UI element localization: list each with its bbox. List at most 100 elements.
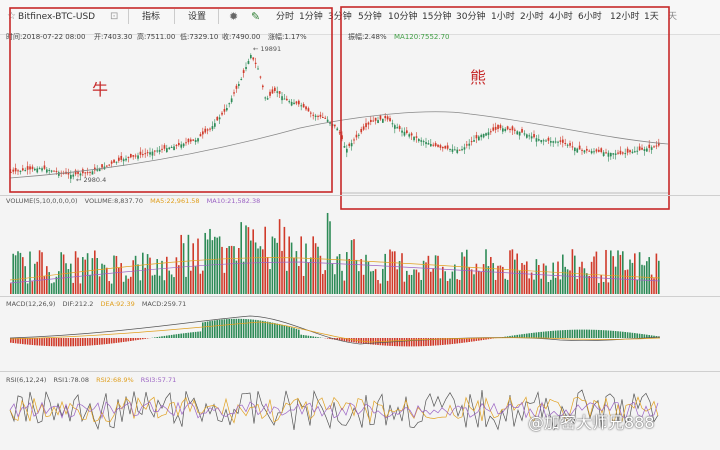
timeframe-tab[interactable]: 2小时	[520, 12, 544, 22]
volume-bar	[355, 259, 358, 294]
volume-bar	[353, 239, 355, 294]
macd-histogram-bar	[19, 338, 22, 344]
candle-body	[346, 148, 348, 153]
macd-histogram-bar	[79, 338, 82, 347]
volume-bar	[24, 266, 26, 294]
timeframe-tab[interactable]: 30分钟	[456, 12, 486, 22]
macd-histogram-bar	[36, 338, 38, 346]
edit-icon[interactable]: ⊡	[110, 11, 119, 22]
candle-body	[427, 143, 430, 145]
theme-toggle-icon[interactable]: ✹	[229, 10, 239, 23]
volume-bar	[132, 260, 134, 294]
volume-ma5-line	[9, 257, 661, 281]
chart-toolbar: ☆ Bitfinex-BTC-USD ⊡ 指标 设置 ✹ ✎ 分时 1分钟 3分…	[0, 0, 720, 35]
macd-histogram-bar	[434, 338, 437, 346]
volume-bar	[391, 251, 394, 294]
candle-body	[610, 153, 612, 157]
candle-body	[10, 171, 12, 173]
timeframe-tab[interactable]: 分时	[276, 12, 295, 22]
indicators-button[interactable]: 指标	[142, 12, 161, 22]
volume-bar	[307, 262, 310, 294]
macd-histogram-bar	[600, 330, 602, 338]
macd-dea-line	[9, 321, 661, 343]
volume-bar	[62, 254, 65, 294]
volume-bar	[38, 250, 41, 294]
volume-bar	[449, 278, 451, 294]
macd-histogram-bar	[271, 322, 274, 338]
volume-bar	[605, 249, 607, 294]
watermark: @加密大师兄888	[528, 413, 655, 432]
candle-body	[658, 142, 660, 146]
volume-bar	[199, 273, 202, 294]
timeframe-tab[interactable]: 1分钟	[299, 12, 323, 22]
macd-histogram-bar	[610, 330, 612, 338]
candle-body	[242, 70, 245, 73]
timeframe-tab[interactable]: 4小时	[549, 12, 573, 22]
timeframe-tab[interactable]: 15分钟	[422, 12, 452, 22]
candle-body	[439, 145, 442, 148]
timeframe-tab-active[interactable]: 1天	[644, 12, 659, 22]
candle-body	[192, 139, 195, 141]
timeframe-tab[interactable]: 10分钟	[388, 12, 418, 22]
candle-body	[22, 168, 24, 171]
candle-body	[394, 125, 396, 129]
macd-histogram-bar	[461, 338, 463, 343]
volume-bar	[511, 249, 514, 294]
candle-body	[194, 140, 197, 142]
macd-histogram-bar	[82, 338, 84, 346]
bull-label: 牛	[92, 80, 109, 99]
macd-histogram-bar	[228, 319, 230, 338]
ma120-value: MA120:7552.70	[394, 33, 450, 41]
candle-body	[653, 146, 655, 148]
timeframe-tab[interactable]: 1小时	[491, 12, 515, 22]
candle-body	[502, 128, 504, 132]
volume-bar	[463, 256, 466, 294]
star-icon[interactable]: ☆	[7, 11, 16, 22]
macd-histogram-bar	[422, 338, 425, 347]
macd-histogram-bar	[278, 324, 281, 338]
macd-histogram-bar	[185, 332, 187, 338]
candle-body	[151, 151, 154, 156]
macd-histogram-bar	[564, 330, 566, 338]
macd-histogram-bar	[614, 331, 617, 338]
draw-tool-icon[interactable]: ✎	[251, 10, 261, 23]
timeframe-tab[interactable]: 3分钟	[328, 12, 352, 22]
volume-bar	[420, 279, 422, 294]
volume-bar	[271, 236, 274, 294]
macd-histogram-bar	[230, 318, 233, 338]
macd-histogram-bar	[624, 331, 626, 338]
macd-histogram-bar	[29, 338, 31, 345]
macd-histogram-bar	[226, 319, 228, 338]
volume-bar	[360, 259, 362, 294]
volume-bar	[190, 270, 192, 294]
macd-histogram-bar	[163, 335, 166, 338]
settings-button[interactable]: 设置	[188, 12, 207, 22]
candle-body	[156, 150, 159, 152]
macd-histogram-bar	[398, 338, 401, 347]
timeframe-tab[interactable]: 12小时	[610, 12, 640, 22]
candle-body	[158, 149, 161, 152]
candle-body	[449, 148, 451, 150]
volume-bar	[338, 254, 341, 294]
candle-body	[144, 153, 147, 155]
candle-body	[506, 126, 509, 130]
symbol-selector[interactable]: Bitfinex-BTC-USD	[18, 12, 96, 22]
timeframe-tab[interactable]: 6小时	[578, 12, 602, 22]
volume-bar	[94, 250, 96, 294]
candle-body	[533, 134, 535, 138]
low-price-marker: ← 2980.4	[76, 176, 107, 184]
candle-body	[600, 148, 603, 153]
volume-bar	[564, 266, 566, 294]
volume-bar	[571, 249, 574, 294]
volume-bar	[415, 269, 418, 294]
volume-bar	[533, 279, 535, 294]
macd-histogram-bar	[17, 338, 19, 344]
more-timeframes-button[interactable]: 天	[668, 12, 678, 22]
timeframe-tab[interactable]: 5分钟	[358, 12, 382, 22]
candle-body	[173, 146, 175, 151]
candle-body	[538, 139, 540, 141]
candle-body	[418, 139, 420, 142]
candle-body	[302, 104, 305, 108]
candle-body	[386, 116, 389, 120]
